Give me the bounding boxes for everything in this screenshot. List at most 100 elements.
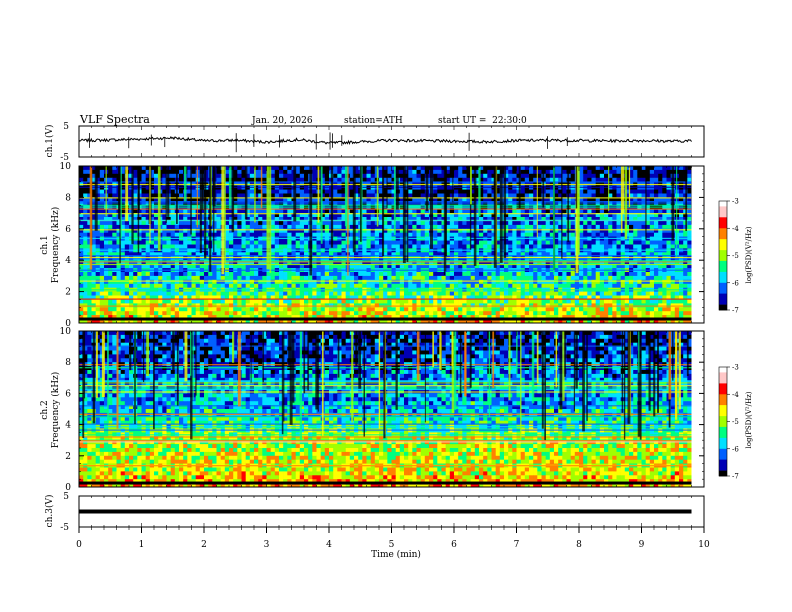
ch1-spectrogram-cell: [237, 177, 242, 183]
ch1-spectrogram-cell: [620, 283, 626, 289]
ch1-spectrogram-cell: [687, 244, 692, 249]
ch1-spectrogram-cell: [333, 275, 338, 281]
ch1-spectrogram-cell: [91, 193, 96, 198]
ch1-spectrogram-cell: [237, 232, 242, 237]
ch1-spectrogram-cell: [462, 283, 467, 289]
ch1-spectrogram-cell: [416, 173, 421, 179]
ch1-spectrogram-cell: [133, 283, 138, 289]
ch1-spectrogram-cell: [491, 181, 496, 186]
ch1-spectrogram-cell: [354, 264, 359, 269]
ch1-spectrogram-cell: [341, 166, 346, 171]
ch1-spectrogram-cell: [533, 173, 538, 179]
ch1-spectrogram-cell: [537, 272, 542, 277]
ch1-spectrogram-cell: [108, 177, 113, 183]
ch1-spectrogram-cell: [370, 177, 376, 183]
ch1-spectrogram-cell: [95, 169, 101, 175]
ch1-spectrogram-cell: [287, 283, 292, 289]
ch1-spectrogram-cell: [658, 209, 663, 214]
ch1-spectrogram-cell: [354, 240, 359, 245]
ch1-spectrogram-cell: [508, 240, 513, 245]
ch1-spectrogram-cell: [316, 224, 321, 230]
ch1-spectrogram-cell: [374, 224, 380, 230]
ch1-spectrogram-cell: [608, 232, 613, 237]
ch1-spectrogram-cell: [233, 217, 238, 222]
ch1-spectrogram-cell: [441, 166, 446, 171]
ch1-spectrogram-cell: [629, 232, 634, 237]
ch1-spectrogram-cell: [612, 275, 617, 281]
ch1-spectrogram-cell: [133, 189, 138, 194]
ch1-spectrogram-cell: [629, 189, 634, 194]
ch1-spectrogram-cell: [274, 169, 280, 175]
ch1-spectrogram-cell: [491, 279, 496, 285]
ch1-spectrogram-cell: [483, 275, 488, 281]
ch1-spectrogram-cell: [170, 209, 176, 214]
ch1-spectrogram-cell: [470, 232, 476, 237]
ch1-spectrogram-cell: [108, 224, 113, 230]
ch1-spectrogram-cell: [412, 264, 417, 269]
ch1-spectrogram-cell: [170, 279, 176, 285]
ch1-spectrogram-cell: [262, 209, 267, 214]
ch1-spectrogram-cell: [279, 232, 284, 237]
ch1-spectrogram-cell: [216, 252, 221, 257]
ch1-spectrogram-cell: [337, 177, 342, 183]
ch1-spectrogram-cell: [687, 209, 692, 214]
ch1-spectrogram-cell: [133, 217, 138, 222]
ch1-spectrogram-cell: [520, 166, 526, 171]
ch1-spectrogram-cell: [154, 169, 159, 175]
ch1-spectrogram-cell: [466, 189, 471, 194]
ch1-spectrogram-cell: [312, 181, 317, 186]
ch1-spectrogram-cell: [362, 213, 367, 218]
ch1-spectrogram-cell: [316, 264, 321, 269]
ch1-spectrogram-cell: [441, 177, 446, 183]
ch1-spectrogram-cell: [404, 193, 409, 198]
ch1-spectrogram-cell: [299, 228, 305, 234]
ch1-spectrogram-cell: [124, 220, 130, 226]
ch1-spectrogram-cell: [295, 173, 301, 179]
ch1-spectrogram-cell: [683, 252, 688, 257]
ch1-spectrogram-cell: [449, 252, 455, 257]
ch1-spectrogram-cell: [491, 283, 496, 289]
ch1-spectrogram-cell: [170, 197, 176, 202]
ch1-spectrogram-cell: [112, 252, 117, 257]
ch1-spectrogram-cell: [212, 283, 217, 289]
ch1-spectrogram-cell: [133, 169, 138, 175]
ch1-spectrogram-cell: [462, 177, 467, 183]
ch1-spectrogram-cell: [608, 279, 613, 285]
ch1-spectrogram-cell: [312, 232, 317, 237]
ch1-spectrogram-cell: [529, 244, 534, 249]
ch1-spectrogram-cell: [87, 252, 92, 257]
ch1-spectrogram-cell: [337, 181, 342, 186]
ch1-spectrogram-cell: [541, 240, 546, 245]
ch1-spectrogram-cell: [116, 240, 121, 245]
ch1-spectrogram-cell: [462, 232, 467, 237]
ch1-spectrogram-cell: [170, 169, 176, 175]
ch1-spectrogram-cell: [379, 283, 384, 289]
ch1-spectrogram-cell: [424, 228, 430, 234]
ch1-spectrogram-cell: [616, 224, 621, 230]
ch1-spectrogram-cell: [341, 181, 346, 186]
ch1-spectrogram-cell: [116, 291, 121, 296]
ch1-spectrogram-cell: [258, 166, 263, 171]
ch1-spectrogram-cell: [612, 252, 617, 257]
ch1-spectrogram-cell: [370, 189, 376, 194]
ch1-spectrogram-cell: [579, 224, 584, 230]
ch1-spectrogram-cell: [537, 213, 542, 218]
ch1-spectrogram-cell: [120, 213, 126, 218]
ch1-spectrogram-cell: [170, 228, 176, 234]
ch1-spectrogram-cell: [245, 193, 251, 198]
ch1-spectrogram-cell: [204, 264, 209, 269]
ch1-spectrogram-cell: [349, 217, 355, 222]
ch1-spectrogram-cell: [433, 264, 438, 269]
ch1-spectrogram-cell: [437, 291, 442, 296]
ch1-spectrogram-cell: [83, 252, 88, 257]
ch1-spectrogram-cell: [179, 275, 184, 281]
ch1-spectrogram-cell: [87, 272, 92, 277]
ch1-spectrogram-cell: [145, 209, 151, 214]
ch1-spectrogram-cell: [591, 220, 596, 226]
ch1-spectrogram-cell: [637, 272, 642, 277]
ch1-spectrogram-cell: [474, 252, 480, 257]
ch1-spectrogram-cell: [79, 193, 84, 198]
ch1-spectrogram-cell: [91, 177, 96, 183]
ch1-spectrogram-cell: [449, 232, 455, 237]
ch1-spectrogram-cell: [237, 272, 242, 277]
